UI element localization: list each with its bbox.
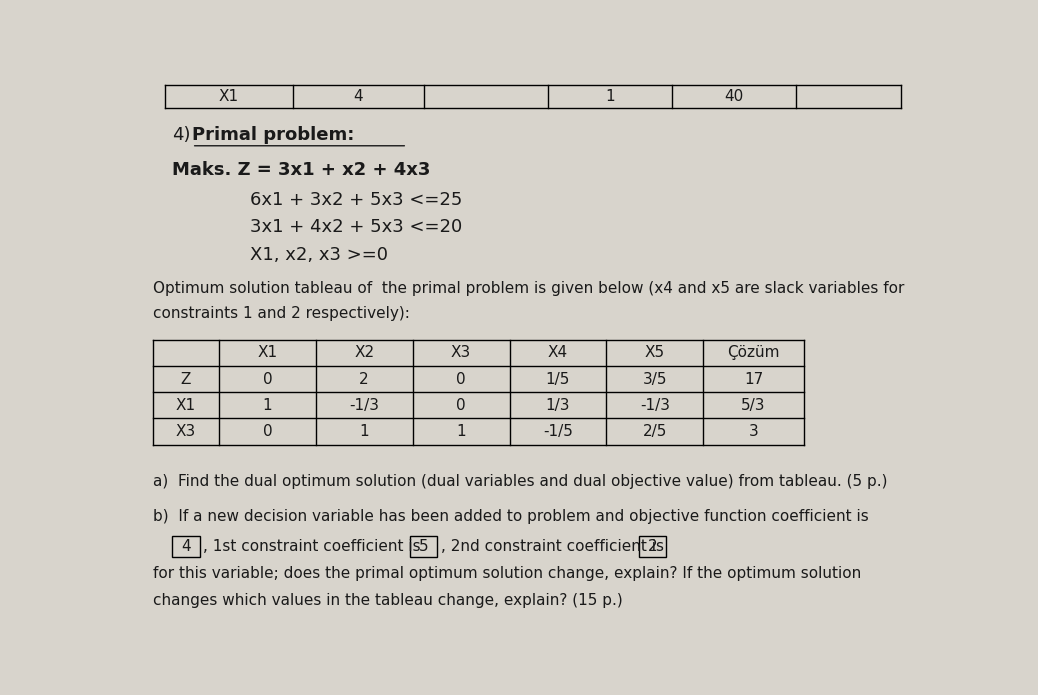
Text: constraints 1 and 2 respectively):: constraints 1 and 2 respectively):	[153, 306, 410, 321]
Text: 5/3: 5/3	[741, 398, 766, 413]
Text: 0: 0	[457, 398, 466, 413]
Text: 4: 4	[354, 89, 363, 104]
Bar	[172, 536, 199, 557]
Text: Çözüm: Çözüm	[728, 345, 780, 361]
Text: 4): 4)	[172, 126, 191, 144]
Text: X2: X2	[354, 345, 375, 361]
Text: b)  If a new decision variable has been added to problem and objective function : b) If a new decision variable has been a…	[153, 509, 869, 525]
Text: 0: 0	[263, 372, 272, 386]
Text: 2: 2	[648, 539, 657, 554]
Text: 4: 4	[181, 539, 191, 554]
Text: , 1st constraint coefficient is: , 1st constraint coefficient is	[203, 539, 421, 554]
Text: 40: 40	[725, 89, 744, 104]
Text: -1/5: -1/5	[543, 424, 573, 439]
Text: 1: 1	[605, 89, 616, 104]
Text: X1: X1	[257, 345, 277, 361]
Text: 1: 1	[457, 424, 466, 439]
Text: X5: X5	[645, 345, 665, 361]
Text: 0: 0	[263, 424, 272, 439]
Text: 3: 3	[748, 424, 759, 439]
Text: 6x1 + 3x2 + 5x3 <=25: 6x1 + 3x2 + 5x3 <=25	[250, 190, 462, 208]
Text: a)  Find the dual optimum solution (dual variables and dual objective value) fro: a) Find the dual optimum solution (dual …	[153, 474, 887, 489]
Text: -1/3: -1/3	[349, 398, 379, 413]
Text: X1, x2, x3 >=0: X1, x2, x3 >=0	[250, 246, 388, 264]
Text: X3: X3	[450, 345, 471, 361]
Bar	[639, 536, 666, 557]
Text: for this variable; does the primal optimum solution change, explain? If the opti: for this variable; does the primal optim…	[153, 566, 862, 582]
Text: -1/3: -1/3	[639, 398, 670, 413]
Text: 0: 0	[457, 372, 466, 386]
Text: Optimum solution tableau of  the primal problem is given below (x4 and x5 are sl: Optimum solution tableau of the primal p…	[153, 281, 904, 297]
Text: 1: 1	[263, 398, 272, 413]
Text: 3x1 + 4x2 + 5x3 <=20: 3x1 + 4x2 + 5x3 <=20	[250, 218, 462, 236]
Text: Primal problem:: Primal problem:	[192, 126, 354, 144]
Text: 2: 2	[359, 372, 368, 386]
Text: , 2nd constraint coefficient is: , 2nd constraint coefficient is	[441, 539, 664, 554]
Text: X3: X3	[175, 424, 196, 439]
Text: Maks. Z = 3x1 + x2 + 4x3: Maks. Z = 3x1 + x2 + 4x3	[172, 161, 431, 179]
Text: 1/5: 1/5	[546, 372, 570, 386]
Text: 1: 1	[359, 424, 368, 439]
Text: Z: Z	[181, 372, 191, 386]
Text: 3/5: 3/5	[643, 372, 667, 386]
Bar	[410, 536, 437, 557]
Text: 5: 5	[419, 539, 429, 554]
Text: 2/5: 2/5	[643, 424, 667, 439]
Text: X4: X4	[548, 345, 568, 361]
Text: changes which values in the tableau change, explain? (15 p.): changes which values in the tableau chan…	[153, 593, 623, 607]
Text: 1/3: 1/3	[546, 398, 570, 413]
Text: X1: X1	[219, 89, 239, 104]
Text: X1: X1	[175, 398, 196, 413]
Text: 17: 17	[744, 372, 763, 386]
